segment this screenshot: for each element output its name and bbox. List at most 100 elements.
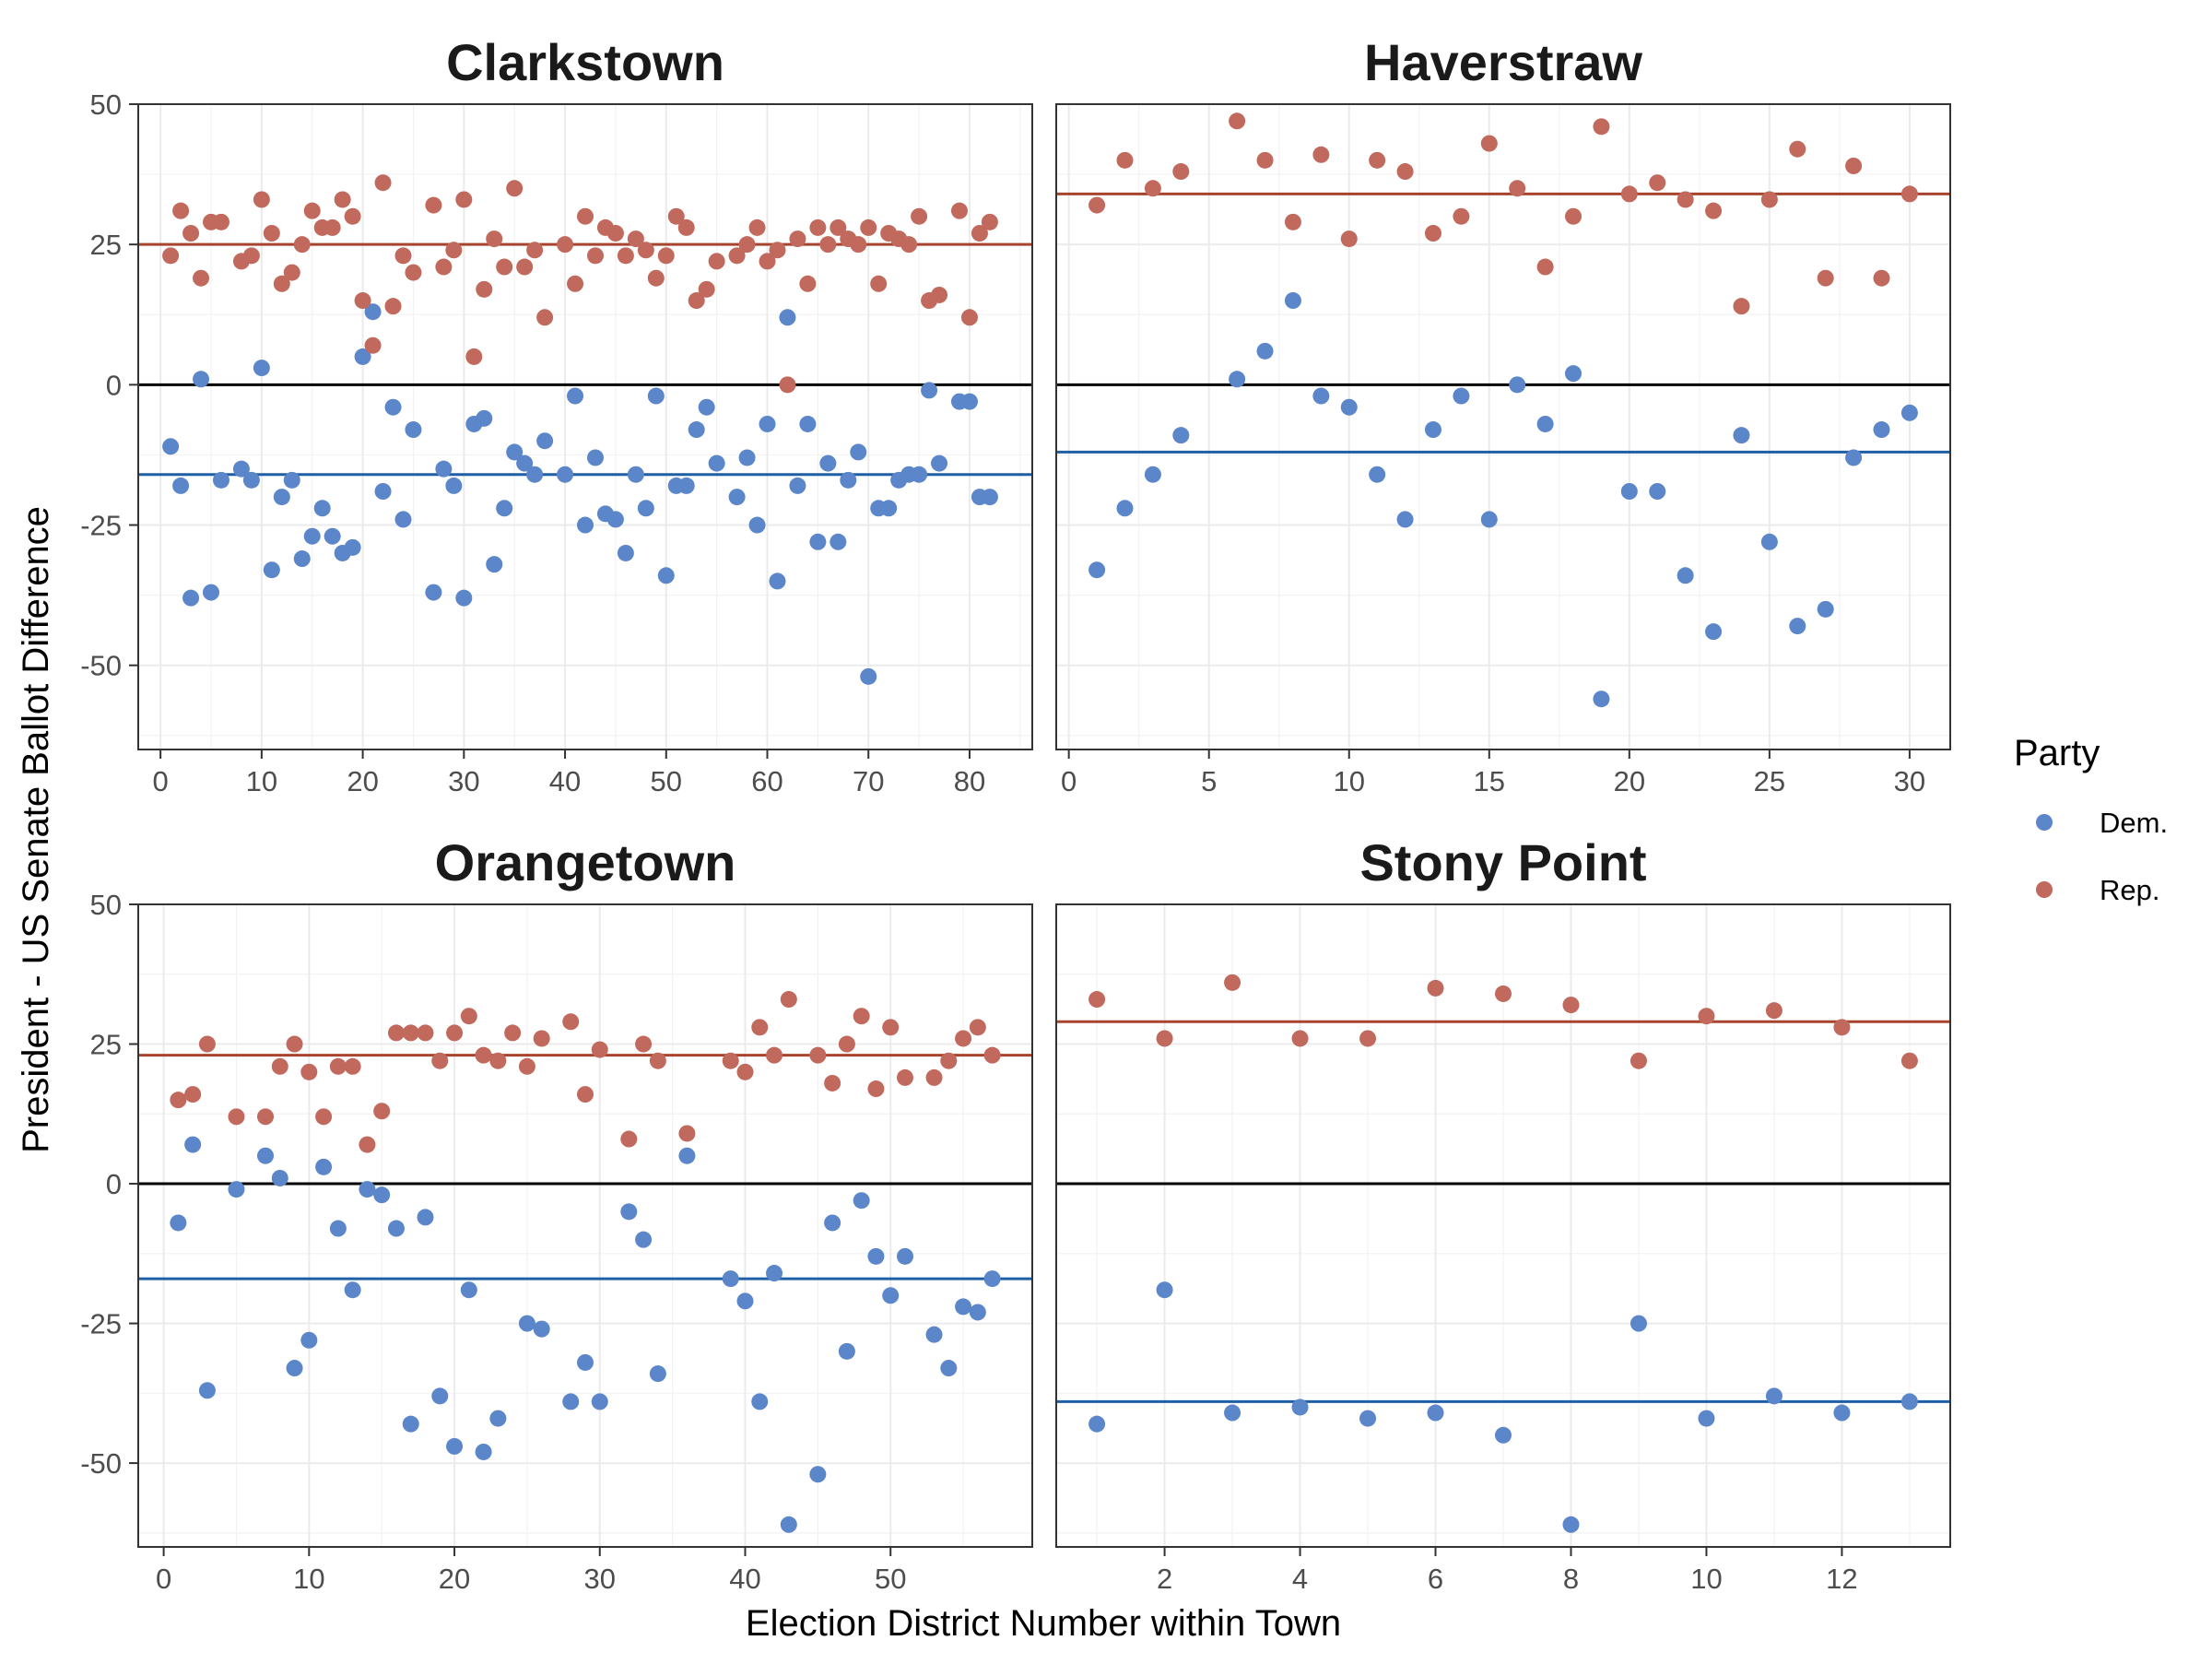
x-tick-label: 30	[1894, 765, 1925, 797]
rep-point	[819, 236, 837, 254]
dem-point	[1224, 1404, 1241, 1422]
rep-point	[1817, 269, 1834, 287]
dem-point	[1536, 415, 1554, 432]
y-tick-label: 0	[106, 1168, 122, 1200]
rep-point	[1359, 1030, 1377, 1047]
panel-orangetown: 0 10 20 30 40 50 -50 -25 0 25 50 Orangetown	[80, 833, 1033, 1595]
dem-point	[819, 454, 837, 472]
rep-point	[489, 1052, 507, 1069]
dem-point	[1156, 1281, 1173, 1299]
dem-point	[748, 516, 766, 534]
rep-point	[496, 258, 513, 276]
dem-point	[526, 466, 544, 483]
dem-point	[1845, 449, 1863, 466]
x-axis-title: Election District Number within Town	[746, 1603, 1341, 1644]
dem-point	[896, 1247, 913, 1265]
dem-point	[425, 584, 442, 601]
dem-point	[242, 471, 260, 489]
rep-point	[1873, 269, 1890, 287]
rep-point	[1088, 991, 1106, 1009]
rep-point	[748, 218, 766, 236]
dem-point	[315, 1158, 333, 1175]
dem-point	[824, 1214, 841, 1232]
dem-point	[960, 393, 978, 410]
dem-point	[1144, 466, 1161, 483]
rep-point	[212, 213, 229, 230]
rep-point	[882, 1019, 900, 1036]
rep-point	[1424, 225, 1441, 242]
x-tick-label: 0	[1061, 765, 1077, 797]
dem-point	[313, 500, 331, 517]
x-tick-label: 30	[584, 1563, 616, 1595]
dem-point	[329, 1220, 347, 1237]
rep-point	[1649, 174, 1666, 192]
x-tick-label: 70	[853, 765, 884, 797]
x-tick-label: 10	[1690, 1563, 1722, 1595]
rep-point	[667, 207, 685, 225]
dem-point	[1789, 618, 1806, 635]
rep-point	[344, 1057, 361, 1075]
panel-border	[1055, 103, 1951, 750]
x-tick-label: 60	[751, 765, 782, 797]
dem-point	[1453, 387, 1470, 405]
rep-point	[1256, 151, 1274, 169]
dem-point	[1369, 466, 1386, 483]
dem-point	[620, 1203, 638, 1221]
rep-point	[809, 1046, 827, 1064]
dem-point	[394, 511, 412, 528]
dem-point	[486, 556, 503, 573]
rep-point	[435, 258, 453, 276]
rep-point	[1900, 1052, 1918, 1069]
rep-point	[896, 1068, 913, 1086]
dem-point	[1427, 1404, 1444, 1422]
rep-point	[728, 247, 746, 265]
rep-point	[824, 1074, 841, 1092]
dem-point	[728, 489, 746, 506]
rep-point	[1845, 157, 1863, 174]
dem-point	[193, 371, 210, 388]
rep-point	[779, 376, 796, 394]
dem-point	[635, 1231, 653, 1248]
dem-point	[518, 1315, 535, 1332]
rep-point	[838, 1035, 855, 1053]
rep-point	[354, 292, 371, 310]
dem-point	[198, 1382, 216, 1399]
dem-point	[1256, 342, 1274, 360]
dem-point	[384, 398, 402, 416]
rep-point	[170, 1092, 187, 1109]
dem-point	[172, 477, 190, 494]
rep-point	[1369, 151, 1386, 169]
rep-point	[1427, 979, 1444, 997]
dem-point	[911, 466, 928, 483]
rep-point	[637, 242, 654, 259]
dem-point	[405, 421, 422, 439]
rep-point	[486, 230, 503, 248]
panel-title: Stony Point	[1359, 833, 1646, 891]
dem-point	[445, 477, 463, 494]
dem-point	[1116, 500, 1134, 517]
rep-point	[853, 1008, 870, 1025]
dem-point	[649, 1365, 666, 1383]
rep-point	[1760, 191, 1778, 208]
dem-point	[562, 1393, 580, 1410]
panel-border	[137, 903, 1033, 1548]
dem-point	[431, 1387, 449, 1405]
dem-point	[1833, 1404, 1851, 1422]
dem-point	[766, 1265, 783, 1282]
dem-point	[1172, 427, 1190, 444]
rep-point	[182, 225, 200, 242]
dem-point	[170, 1214, 187, 1232]
dem-point	[344, 1281, 361, 1299]
rep-point	[799, 275, 817, 292]
dem-point	[567, 387, 584, 405]
y-tick-label: 25	[90, 229, 122, 261]
x-tick-label: 50	[651, 765, 682, 797]
rep-point	[455, 191, 473, 208]
dem-point	[809, 1466, 827, 1483]
rep-point	[780, 991, 797, 1009]
rep-point	[931, 286, 948, 303]
rep-point	[678, 1125, 696, 1142]
rep-point	[940, 1052, 958, 1069]
x-tick-label: 8	[1563, 1563, 1579, 1595]
dem-point	[1312, 387, 1330, 405]
